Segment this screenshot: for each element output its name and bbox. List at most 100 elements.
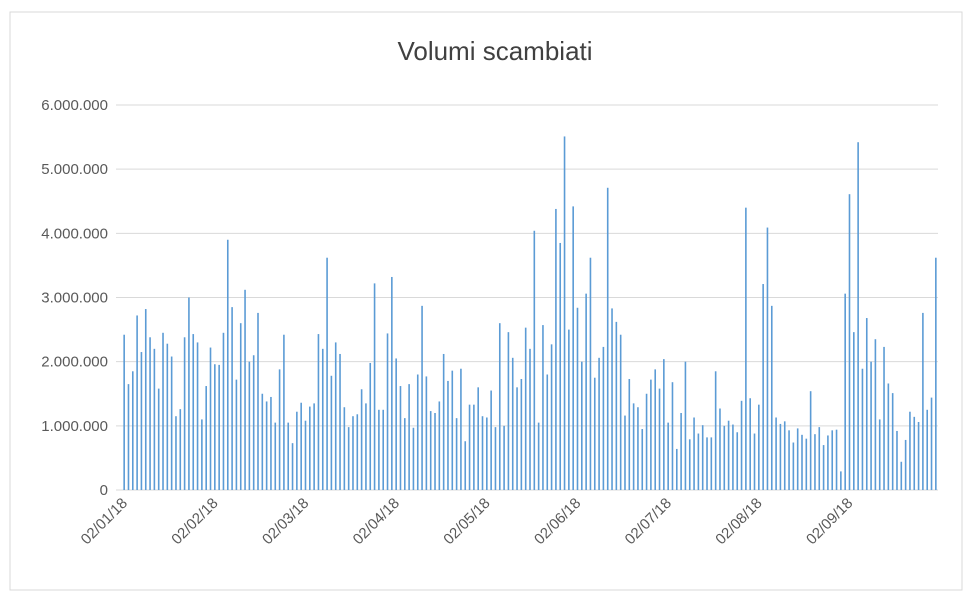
bar (157, 388, 160, 490)
bar (546, 374, 549, 490)
bar (891, 393, 894, 490)
bar (136, 315, 138, 490)
bar (701, 425, 704, 490)
bar (524, 327, 527, 490)
bar (637, 407, 639, 490)
bar (252, 355, 255, 490)
bar (170, 356, 173, 490)
bar (244, 289, 246, 490)
y-tick-label: 6.000.000 (41, 97, 108, 114)
bar (874, 339, 877, 490)
bar (606, 187, 609, 490)
bar (192, 334, 195, 490)
bar (287, 422, 290, 490)
bar (442, 353, 445, 490)
bar (183, 337, 186, 490)
bar (796, 428, 799, 490)
bar (231, 307, 233, 490)
bar (740, 400, 743, 490)
bar (473, 404, 475, 490)
bar (391, 276, 393, 490)
bar (559, 242, 562, 490)
bar (848, 194, 851, 491)
bar (619, 334, 622, 490)
bar (537, 422, 540, 490)
bar (127, 384, 130, 490)
bar (425, 376, 428, 490)
bar (865, 318, 868, 490)
bar (507, 332, 510, 490)
bar (300, 402, 302, 490)
bar (818, 427, 821, 490)
bar (762, 284, 764, 490)
bar (144, 309, 147, 490)
bar (675, 448, 678, 490)
bar (770, 305, 773, 490)
bar (684, 361, 687, 490)
bar (935, 257, 937, 490)
bar (904, 439, 907, 490)
bar (576, 307, 579, 490)
bar (624, 415, 626, 490)
bar (434, 413, 436, 490)
bar (369, 362, 372, 490)
y-tick-label: 2.000.000 (41, 354, 108, 371)
bar (201, 419, 203, 490)
bar (831, 430, 834, 490)
bar (641, 429, 644, 490)
bar (343, 407, 346, 490)
bar (853, 332, 855, 490)
bar (334, 342, 337, 490)
bar (222, 332, 225, 490)
bar (909, 411, 911, 490)
bar (296, 411, 298, 490)
bar (581, 361, 583, 490)
bar (438, 401, 441, 490)
bar (822, 445, 825, 490)
bar (503, 425, 505, 490)
bar (550, 344, 553, 490)
bar (930, 397, 933, 490)
bar (758, 404, 760, 490)
bar (347, 427, 350, 490)
bar (913, 416, 916, 490)
bar (727, 420, 730, 490)
bar (680, 413, 682, 490)
bar (270, 396, 272, 490)
bar (313, 403, 315, 490)
bar (162, 332, 164, 490)
bar (360, 389, 363, 490)
bar (481, 416, 484, 490)
bar (386, 333, 389, 490)
bar (265, 401, 268, 490)
bar (403, 418, 406, 490)
bar (356, 414, 359, 490)
bar (498, 323, 501, 490)
bar (477, 387, 479, 490)
bar (494, 427, 497, 490)
bar (408, 384, 410, 490)
bar (304, 420, 307, 490)
bar (529, 348, 531, 490)
bar (278, 369, 281, 490)
bar (745, 207, 747, 490)
bar (835, 429, 838, 490)
chart-frame (9, 11, 963, 591)
bar (382, 409, 385, 490)
bar (317, 334, 320, 490)
bar (723, 425, 726, 490)
bar (628, 378, 631, 490)
bar (468, 404, 471, 490)
bar (719, 408, 721, 490)
bar (883, 346, 885, 490)
bar (555, 208, 557, 490)
bar (736, 432, 739, 490)
bar (840, 471, 842, 490)
bar (706, 437, 708, 490)
bar (166, 343, 169, 490)
bar (870, 361, 872, 490)
bar (123, 334, 125, 490)
bar (688, 439, 691, 490)
bar (179, 409, 182, 490)
